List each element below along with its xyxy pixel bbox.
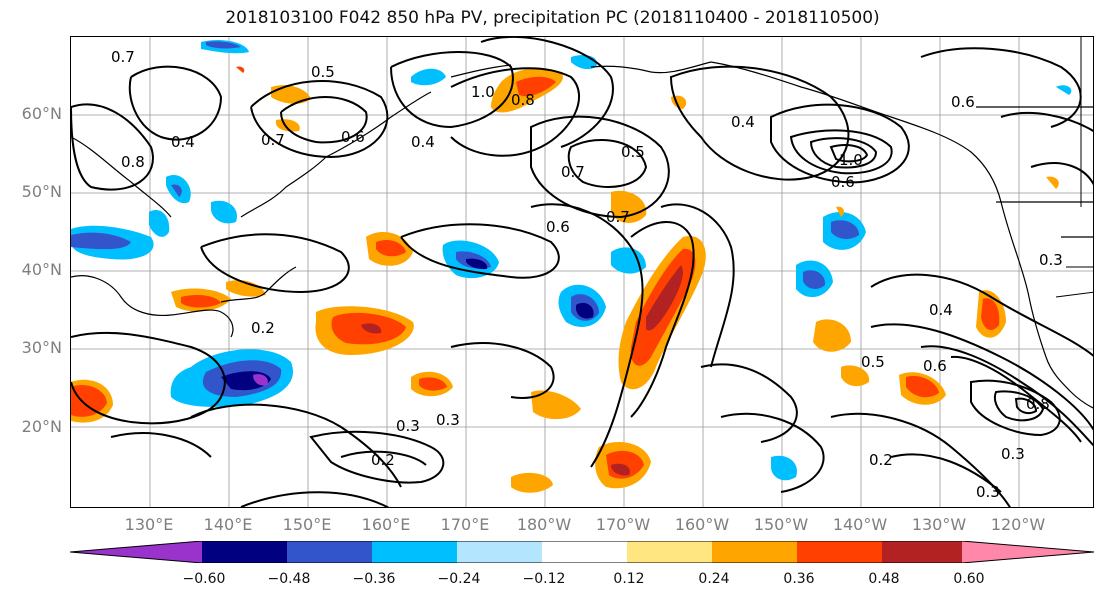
contour-label: 0.3	[436, 411, 460, 429]
contour-label: 0.2	[371, 451, 395, 469]
lat-label: 60°N	[21, 104, 62, 123]
colorbar-tick-label: 0.36	[783, 571, 815, 587]
contour-label: 0.7	[111, 48, 135, 66]
lat-label: 40°N	[21, 260, 62, 279]
map-title: 2018103100 F042 850 hPa PV, precipitatio…	[225, 8, 880, 28]
colorbar-tick-label: 0.60	[953, 571, 985, 587]
lon-label: 130°E	[124, 515, 174, 534]
colorbar-segment	[372, 541, 457, 563]
lon-label: 120°W	[990, 515, 1046, 534]
colorbar-segment	[797, 541, 882, 563]
contour-label: 0.3	[396, 417, 420, 435]
contour-label: 0.3	[1039, 251, 1063, 269]
map-canvas: 0.7 0.5 1.0 0.8 0.7 0.6 0.4 0.8 0.7 1.0 …	[71, 37, 1093, 507]
colorbar-tick-label: 0.24	[698, 571, 730, 587]
contour-label: 0.4	[731, 113, 755, 131]
contour-label: 0.4	[929, 301, 953, 319]
contour-label: 0.4	[411, 133, 435, 151]
lon-label: 160°E	[361, 515, 411, 534]
contour-label: 0.3	[1001, 445, 1025, 463]
lon-label: 140°E	[203, 515, 253, 534]
contour-label: 0.6	[831, 173, 855, 191]
graticule	[71, 37, 1093, 507]
lon-label: 160°W	[674, 515, 730, 534]
contour-label: 0.2	[251, 319, 275, 337]
colorbar-segment	[542, 541, 627, 563]
lon-label: 130°W	[911, 515, 967, 534]
colorbar-segment	[287, 541, 372, 563]
contour-label: 0.5	[621, 143, 645, 161]
colorbar-segment	[457, 541, 542, 563]
lat-label: 20°N	[21, 417, 62, 436]
contour-label: 1.0	[839, 151, 863, 169]
contour-label: 0.6	[341, 128, 365, 146]
colorbar-tick-label: 0.12	[613, 571, 645, 587]
lat-label: 30°N	[21, 338, 62, 357]
contour-label: 0.4	[171, 133, 195, 151]
colorbar-segment	[882, 541, 962, 563]
colorbar-tick-label: −0.24	[437, 571, 481, 587]
contour-label: 0.8	[121, 153, 145, 171]
contour-label-group: 0.7 0.5 1.0 0.8 0.7 0.6 0.4 0.8 0.7 1.0 …	[111, 48, 1063, 501]
colorbar-tick-label: −0.48	[267, 571, 311, 587]
pv-contours	[71, 37, 1093, 507]
lon-label: 170°E	[440, 515, 490, 534]
borders	[1055, 37, 1093, 298]
lon-label: 170°W	[595, 515, 651, 534]
contour-label: 0.5	[311, 63, 335, 81]
lon-label: 140°W	[832, 515, 888, 534]
contour-label: 0.7	[606, 208, 630, 226]
contour-label: 0.3	[976, 483, 1000, 501]
lon-label: 150°E	[282, 515, 332, 534]
colorbar-tick-label: −0.60	[182, 571, 226, 587]
precip-shading	[71, 40, 1072, 493]
contour-label: 0.7	[561, 163, 585, 181]
colorbar-segment	[627, 541, 712, 563]
lon-label: 180°W	[516, 515, 572, 534]
colorbar	[70, 541, 1094, 563]
contour-label: 0.7	[261, 131, 285, 149]
contour-label: 0.5	[861, 353, 885, 371]
colorbar-extend-right	[962, 541, 1094, 563]
colorbar-tick-label: −0.36	[352, 571, 396, 587]
contour-label: 0.8	[1026, 395, 1050, 413]
lat-label: 50°N	[21, 182, 62, 201]
map-panel: 0.7 0.5 1.0 0.8 0.7 0.6 0.4 0.8 0.7 1.0 …	[70, 36, 1094, 508]
contour-label: 0.6	[923, 357, 947, 375]
contour-label: 0.6	[546, 218, 570, 236]
colorbar-tick-label: −0.12	[522, 571, 566, 587]
contour-label: 0.8	[511, 91, 535, 109]
contour-label: 0.6	[951, 93, 975, 111]
coastlines	[71, 61, 1093, 409]
colorbar-segment	[712, 541, 797, 563]
colorbar-tick-label: 0.48	[868, 571, 900, 587]
lon-label: 150°W	[753, 515, 809, 534]
colorbar-extend-left	[70, 541, 202, 563]
colorbar-segment	[202, 541, 287, 563]
contour-label: 0.2	[869, 451, 893, 469]
contour-label: 1.0	[471, 83, 495, 101]
